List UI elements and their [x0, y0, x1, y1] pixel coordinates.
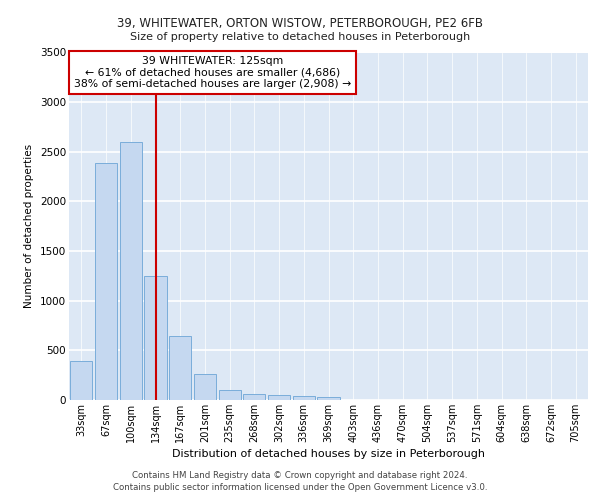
Bar — [243, 394, 265, 400]
Bar — [317, 397, 340, 400]
Text: Size of property relative to detached houses in Peterborough: Size of property relative to detached ho… — [130, 32, 470, 42]
Bar — [70, 362, 92, 400]
Text: Contains HM Land Registry data © Crown copyright and database right 2024.
Contai: Contains HM Land Registry data © Crown c… — [113, 471, 487, 492]
X-axis label: Distribution of detached houses by size in Peterborough: Distribution of detached houses by size … — [172, 449, 485, 459]
Bar — [119, 142, 142, 400]
Bar — [268, 394, 290, 400]
Bar — [293, 396, 315, 400]
Y-axis label: Number of detached properties: Number of detached properties — [25, 144, 34, 308]
Bar — [95, 162, 117, 400]
Bar — [169, 336, 191, 400]
Bar — [145, 276, 167, 400]
Bar — [194, 374, 216, 400]
Text: 39, WHITEWATER, ORTON WISTOW, PETERBOROUGH, PE2 6FB: 39, WHITEWATER, ORTON WISTOW, PETERBOROU… — [117, 18, 483, 30]
Text: 39 WHITEWATER: 125sqm
← 61% of detached houses are smaller (4,686)
38% of semi-d: 39 WHITEWATER: 125sqm ← 61% of detached … — [74, 56, 352, 89]
Bar — [218, 390, 241, 400]
